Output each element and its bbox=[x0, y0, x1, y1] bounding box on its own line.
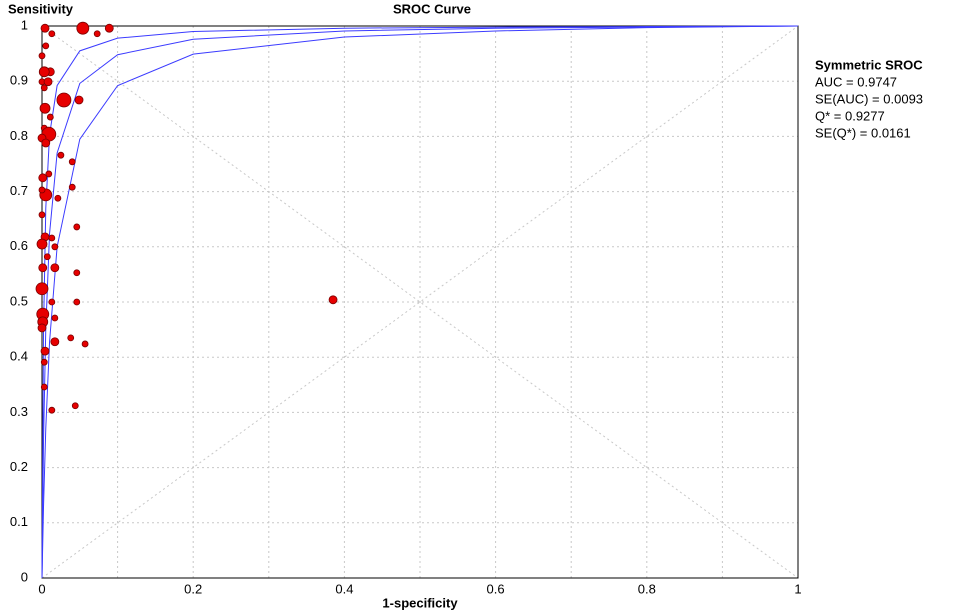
study-point bbox=[51, 314, 59, 322]
study-point bbox=[40, 358, 48, 366]
study-point bbox=[41, 138, 51, 148]
legend-text: SE(AUC) = 0.0093 bbox=[815, 91, 923, 106]
study-point bbox=[46, 113, 54, 121]
study-point bbox=[51, 243, 59, 251]
study-point bbox=[40, 84, 48, 92]
study-point bbox=[48, 406, 56, 414]
legend-text: AUC = 0.9747 bbox=[815, 74, 897, 89]
study-point bbox=[45, 170, 53, 178]
legend-text: Q* = 0.9277 bbox=[815, 108, 885, 123]
study-point bbox=[43, 253, 51, 261]
study-point bbox=[38, 211, 46, 219]
study-point bbox=[50, 337, 60, 347]
sroc-curve bbox=[41, 25, 799, 579]
study-point bbox=[328, 295, 338, 305]
x-axis-label: 1-specificity bbox=[382, 595, 458, 610]
legend-title: Symmetric SROC bbox=[815, 57, 923, 72]
diagonal bbox=[41, 25, 799, 579]
study-point bbox=[73, 269, 81, 277]
x-tick-label: 0.8 bbox=[638, 581, 656, 596]
study-point bbox=[40, 346, 50, 356]
diagonal bbox=[41, 25, 799, 579]
study-point bbox=[81, 340, 89, 348]
study-point bbox=[68, 183, 76, 191]
x-tick-label: 0.2 bbox=[184, 581, 202, 596]
study-point bbox=[67, 334, 75, 342]
x-tick-label: 0.4 bbox=[335, 581, 353, 596]
study-point bbox=[38, 263, 48, 273]
y-tick-label: 0.1 bbox=[10, 514, 28, 529]
x-tick-label: 0 bbox=[38, 581, 45, 596]
study-point bbox=[40, 23, 50, 33]
study-point bbox=[40, 383, 48, 391]
y-tick-label: 0.8 bbox=[10, 128, 28, 143]
y-tick-label: 0.3 bbox=[10, 404, 28, 419]
study-point bbox=[38, 173, 48, 183]
study-point bbox=[68, 158, 76, 166]
study-point bbox=[54, 194, 62, 202]
y-axis-label: Sensitivity bbox=[8, 1, 74, 16]
y-tick-label: 0.2 bbox=[10, 459, 28, 474]
legend-text: SE(Q*) = 0.0161 bbox=[815, 125, 911, 140]
study-point bbox=[76, 21, 90, 35]
study-point bbox=[38, 52, 46, 60]
y-tick-label: 0.9 bbox=[10, 73, 28, 88]
study-point bbox=[38, 186, 46, 194]
study-point bbox=[38, 66, 50, 78]
study-point bbox=[42, 42, 50, 50]
study-point bbox=[71, 402, 79, 410]
study-point bbox=[36, 238, 48, 250]
y-tick-label: 0.6 bbox=[10, 238, 28, 253]
study-point bbox=[56, 92, 72, 108]
study-point bbox=[37, 323, 47, 333]
x-tick-label: 0.6 bbox=[487, 581, 505, 596]
y-tick-label: 1 bbox=[21, 17, 28, 32]
study-point bbox=[57, 151, 65, 159]
study-point bbox=[48, 234, 56, 242]
y-tick-label: 0.7 bbox=[10, 183, 28, 198]
study-point bbox=[35, 282, 49, 296]
study-point bbox=[73, 223, 81, 231]
study-point bbox=[74, 95, 84, 105]
study-point bbox=[93, 30, 101, 38]
study-point bbox=[50, 263, 60, 273]
study-point bbox=[73, 298, 81, 306]
x-tick-label: 1 bbox=[794, 581, 801, 596]
study-point bbox=[48, 30, 56, 38]
sroc-curve bbox=[41, 25, 799, 579]
chart-title: SROC Curve bbox=[393, 1, 471, 16]
y-tick-label: 0.5 bbox=[10, 293, 28, 308]
study-point bbox=[104, 23, 114, 33]
y-tick-label: 0.4 bbox=[10, 349, 28, 364]
study-point bbox=[43, 77, 53, 87]
plot-frame bbox=[41, 25, 799, 579]
y-tick-label: 0 bbox=[21, 569, 28, 584]
study-point bbox=[39, 102, 51, 114]
study-point bbox=[48, 298, 56, 306]
